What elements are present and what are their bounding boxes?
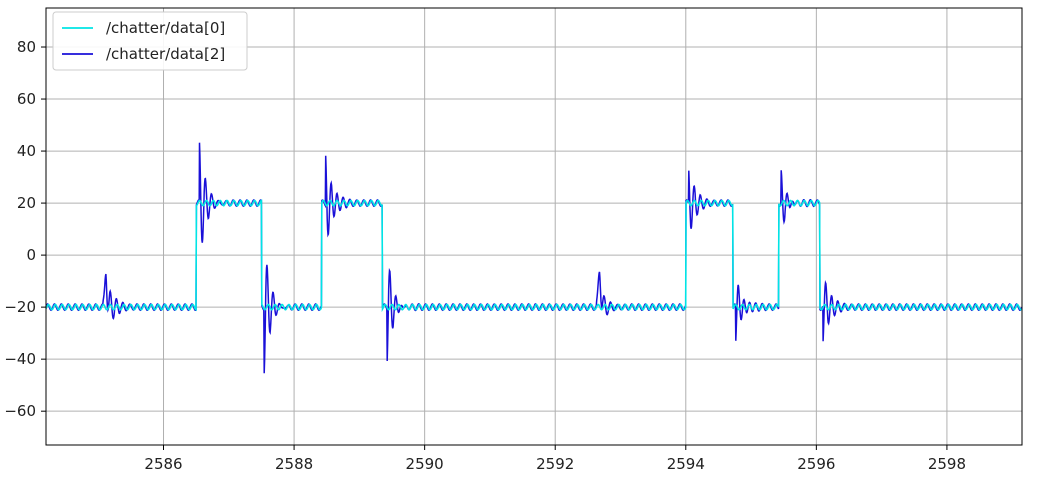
y-tick-label: −40 [4, 350, 36, 368]
x-tick-label: 2588 [275, 455, 313, 473]
series-line-data0 [45, 199, 1023, 313]
y-tick-label: 80 [17, 38, 36, 56]
y-tick-label: 0 [26, 246, 36, 264]
series-line-data2-path [45, 142, 1023, 374]
grid [46, 8, 1022, 445]
plot-frame [45, 7, 1023, 446]
legend: /chatter/data[0] /chatter/data[2] [52, 11, 248, 71]
legend-label-data2: /chatter/data[2] [106, 45, 225, 63]
series-line-data0-path [45, 199, 1023, 313]
y-tick-label: −60 [4, 402, 36, 420]
legend-label-data0: /chatter/data[0] [106, 19, 225, 37]
legend-box [52, 11, 248, 71]
y-tick-label: 60 [17, 90, 36, 108]
y-tick-label: 20 [17, 194, 36, 212]
x-tick-label: 2592 [536, 455, 574, 473]
x-tick-label: 2590 [406, 455, 444, 473]
x-tick-label: 2594 [667, 455, 705, 473]
x-tick-label: 2598 [928, 455, 966, 473]
y-axis: −60 −40 −20 0 20 40 60 80 [4, 38, 46, 420]
y-tick-label: 40 [17, 142, 36, 160]
x-axis: 2586 2588 2590 2592 2594 2596 2598 [144, 445, 966, 473]
x-tick-label: 2586 [144, 455, 182, 473]
series-line-data2 [45, 142, 1023, 374]
x-tick-label: 2596 [797, 455, 835, 473]
y-tick-label: −20 [4, 298, 36, 316]
plot-area [45, 142, 1023, 374]
